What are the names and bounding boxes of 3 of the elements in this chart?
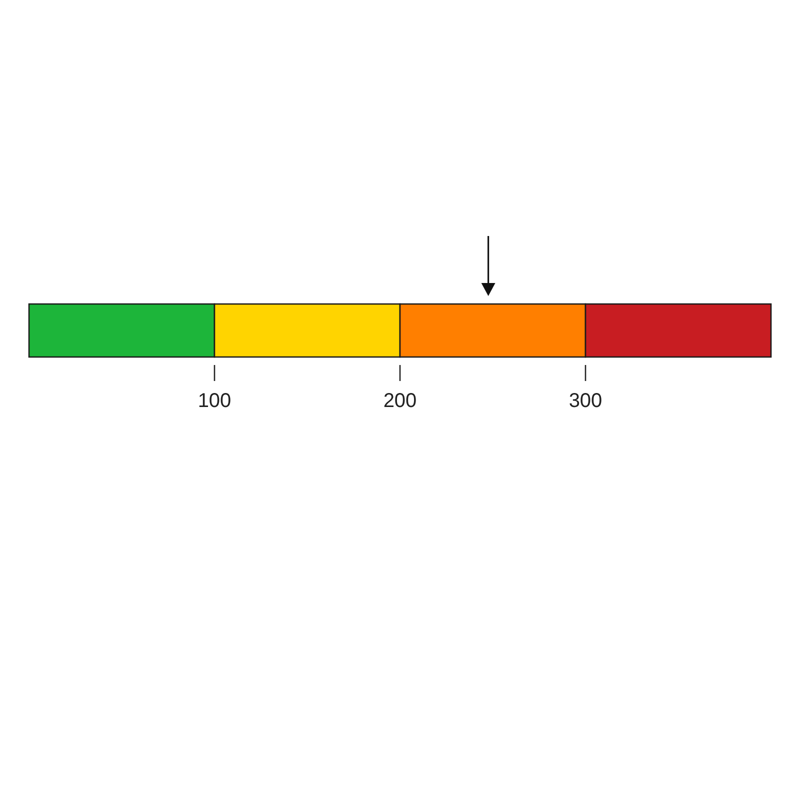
x-tick-label: 100	[198, 390, 232, 412]
x-tick-label: 200	[383, 390, 417, 412]
x-tick-label: 300	[568, 390, 602, 412]
